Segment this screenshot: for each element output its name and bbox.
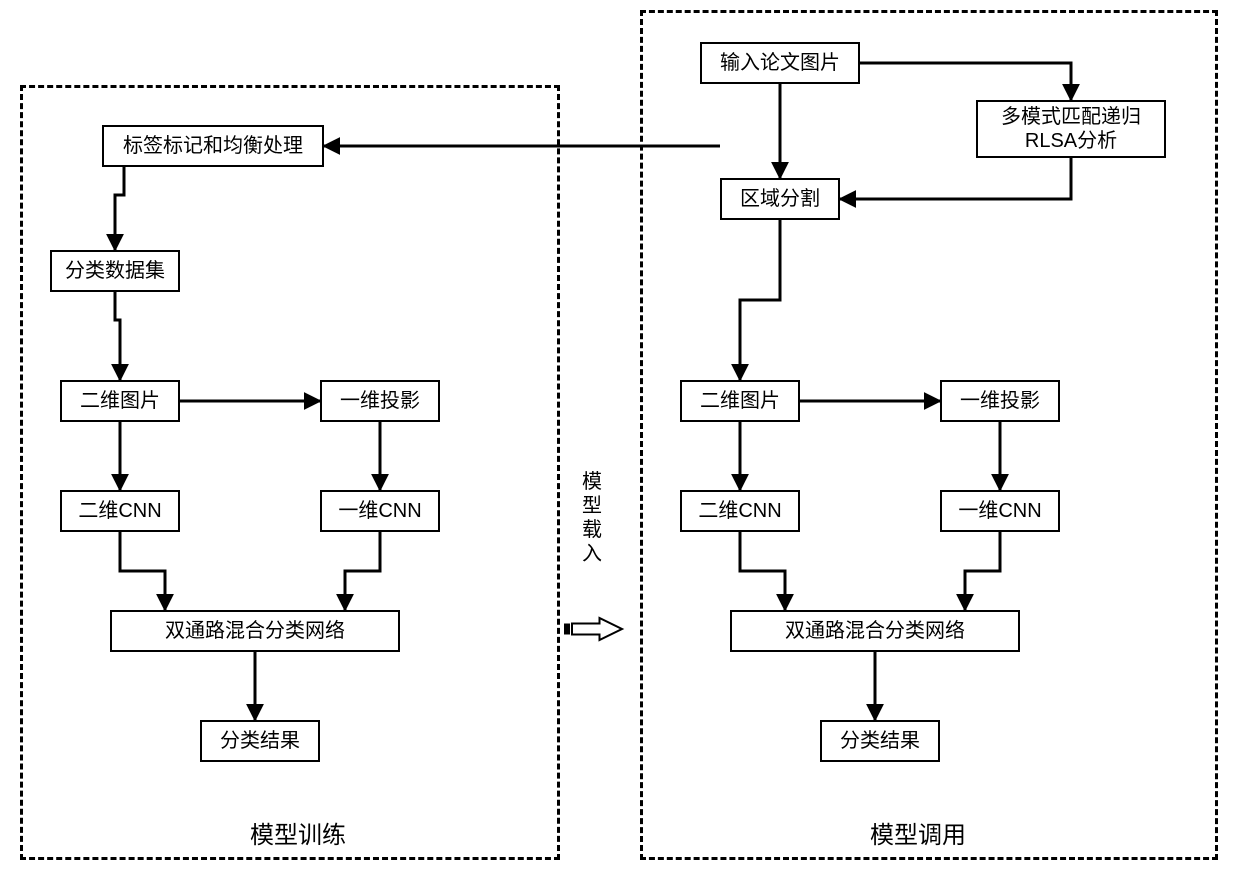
node-text: 分类数据集 [65,259,165,283]
node-label-balance: 标签标记和均衡处理 [102,125,324,167]
node-1d-cnn-right: 一维CNN [940,490,1060,532]
node-text: 一维CNN [338,499,421,523]
node-text: 一维投影 [960,389,1040,413]
node-class-dataset: 分类数据集 [50,250,180,292]
node-text: 二维图片 [700,389,780,413]
node-text: 分类结果 [220,729,300,753]
node-text: 二维CNN [698,499,781,523]
node-text: 标签标记和均衡处理 [123,134,303,158]
section-label-inference: 模型调用 [870,815,966,850]
node-text: 双通路混合分类网络 [785,619,965,643]
node-1d-proj-left: 一维投影 [320,380,440,422]
node-input-paper: 输入论文图片 [700,42,860,84]
section-label-training: 模型训练 [250,815,346,850]
node-text: 二维CNN [78,499,161,523]
node-1d-cnn-left: 一维CNN [320,490,440,532]
node-text: 二维图片 [80,389,160,413]
node-text: 多模式匹配递归RLSA分析 [984,105,1158,153]
node-2d-cnn-left: 二维CNN [60,490,180,532]
node-text: 区域分割 [740,187,820,211]
node-rlsa: 多模式匹配递归RLSA分析 [976,100,1166,158]
label-text: 模型调用 [870,822,966,849]
node-text: 一维CNN [958,499,1041,523]
label-text: 模型训练 [250,822,346,849]
node-result-left: 分类结果 [200,720,320,762]
node-region-seg: 区域分割 [720,178,840,220]
node-text: 分类结果 [840,729,920,753]
vertical-label-model-load: 模型载入 [580,470,604,566]
node-2d-image-right: 二维图片 [680,380,800,422]
node-2d-cnn-right: 二维CNN [680,490,800,532]
node-dual-net-left: 双通路混合分类网络 [110,610,400,652]
node-result-right: 分类结果 [820,720,940,762]
node-text: 双通路混合分类网络 [165,619,345,643]
node-text: 输入论文图片 [720,51,840,75]
node-1d-proj-right: 一维投影 [940,380,1060,422]
node-dual-net-right: 双通路混合分类网络 [730,610,1020,652]
node-text: 一维投影 [340,389,420,413]
label-text: 模型载入 [582,471,602,565]
node-2d-image-left: 二维图片 [60,380,180,422]
